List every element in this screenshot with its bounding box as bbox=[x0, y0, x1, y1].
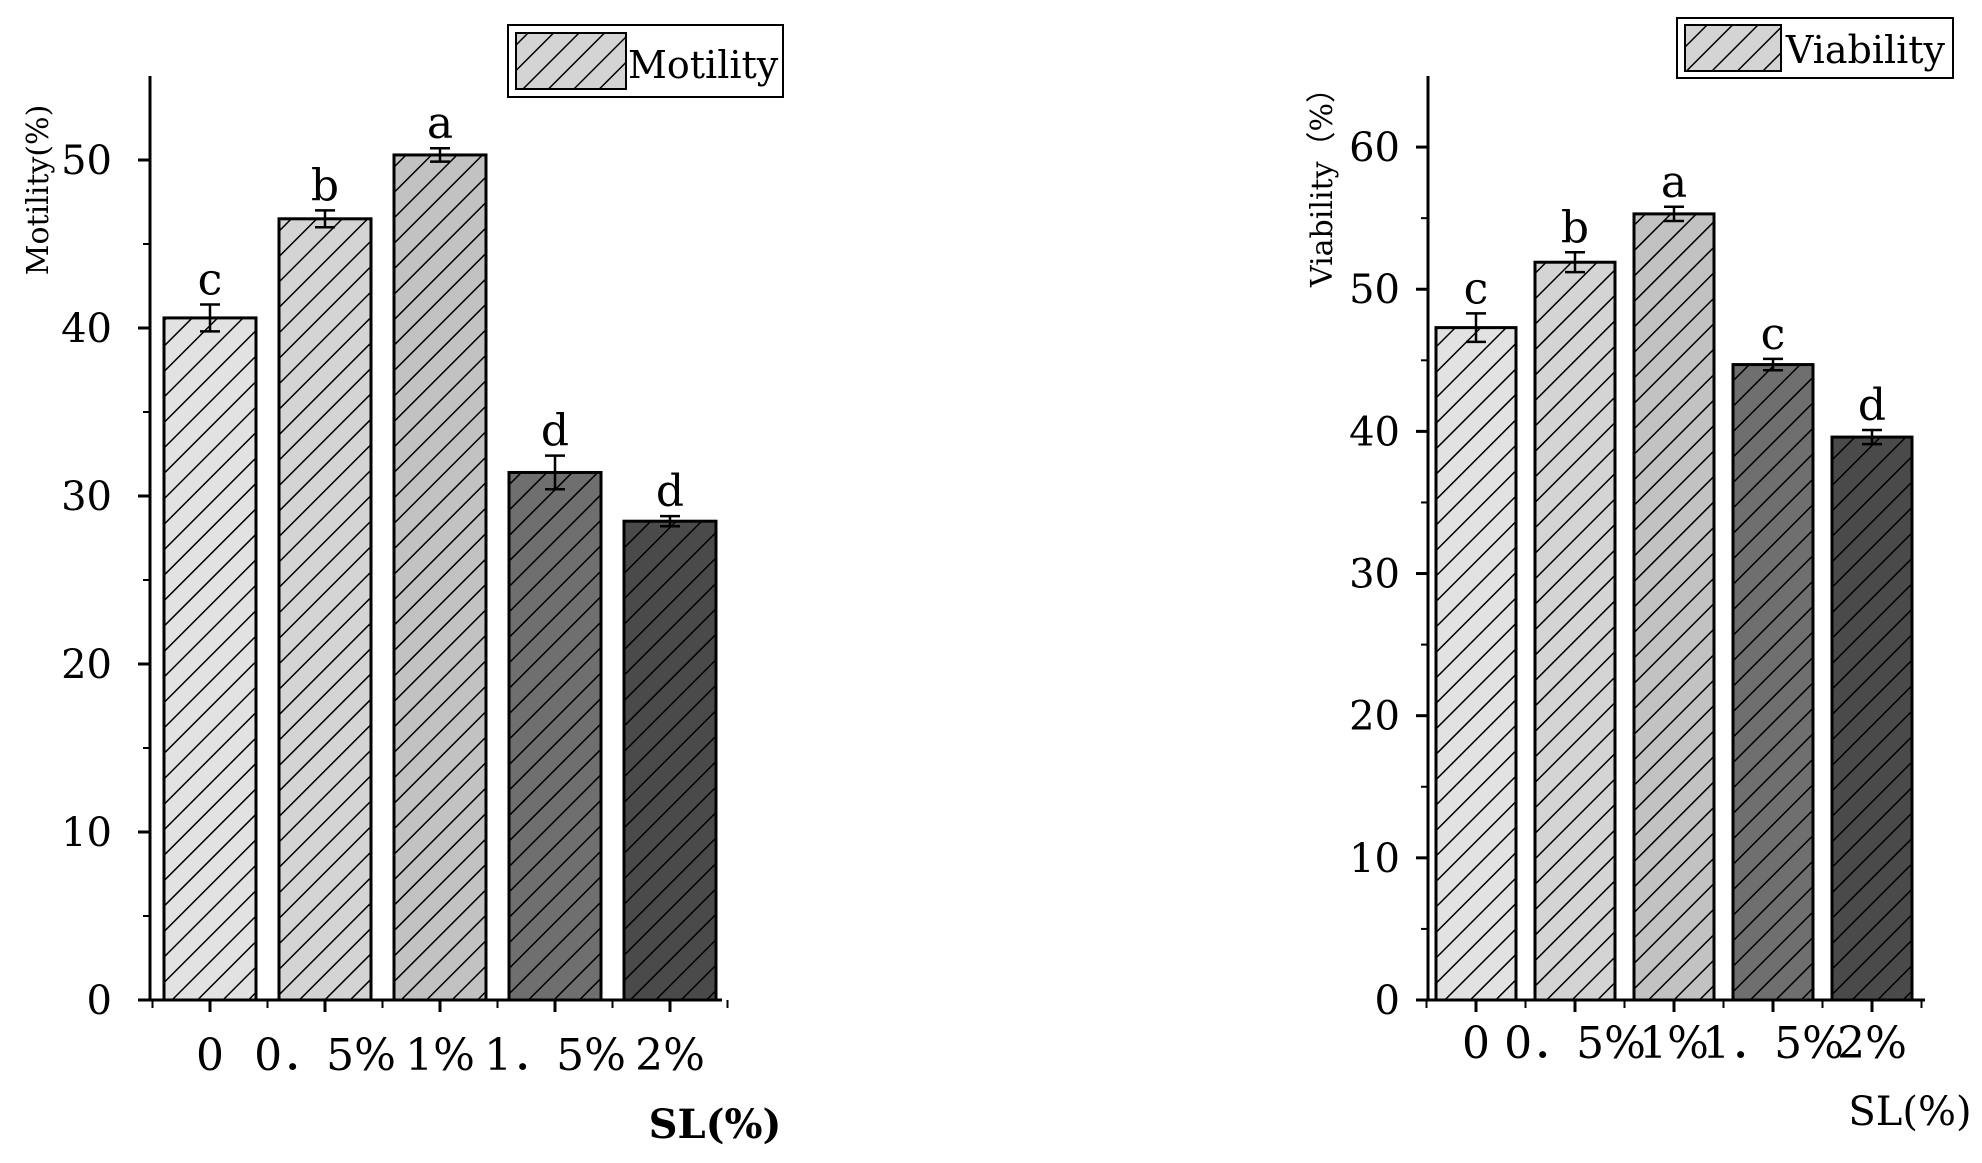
motility-y-tick-label: 30 bbox=[61, 474, 112, 520]
viability-category-label-2: 1% bbox=[1639, 1018, 1709, 1069]
motility-bar-1 bbox=[277, 217, 373, 1002]
viability-y-tick-label: 50 bbox=[1349, 267, 1400, 313]
motility-legend-label: Motility bbox=[628, 43, 779, 87]
viability-category-label-1: 0．5% bbox=[1504, 1018, 1646, 1069]
viability-y-tick-label: 40 bbox=[1349, 409, 1400, 455]
motility-significance-2: a bbox=[427, 98, 453, 149]
viability-significance-0: c bbox=[1464, 263, 1489, 314]
motility-y-axis-title: Motility(%) bbox=[21, 105, 56, 276]
motility-y-tick-label: 50 bbox=[61, 138, 112, 184]
viability-category-label-3: 1．5% bbox=[1702, 1018, 1844, 1069]
motility-y-tick-label: 40 bbox=[61, 306, 112, 352]
viability-x-axis-title: SL(%) bbox=[1848, 1089, 1971, 1135]
viability-y-axis-title: Viability（%） bbox=[1305, 73, 1340, 288]
viability-bar-0 bbox=[1434, 326, 1518, 1002]
motility-category-label-4: 2% bbox=[635, 1030, 705, 1081]
motility-bar-2 bbox=[392, 153, 488, 1002]
motility-legend-swatch-hatch bbox=[515, 32, 627, 90]
motility-significance-0: c bbox=[198, 254, 223, 305]
motility-bar-4 bbox=[622, 519, 718, 1002]
viability-bar-2 bbox=[1632, 212, 1716, 1002]
viability-y-tick-label: 20 bbox=[1349, 694, 1400, 740]
motility-x-axis-title: SL(%) bbox=[649, 1101, 782, 1148]
viability-category-label-4: 2% bbox=[1837, 1018, 1907, 1069]
viability-chart: Viability（%） SL(%) Viability 0 10 20 30 40 50… bbox=[1305, 17, 1972, 1135]
motility-category-label-2: 1% bbox=[405, 1030, 475, 1081]
motility-category-label-3: 1．5% bbox=[484, 1030, 626, 1081]
viability-y-tick-label: 10 bbox=[1349, 836, 1400, 882]
motility-bar-3 bbox=[507, 470, 603, 1002]
motility-bar-0 bbox=[162, 316, 258, 1002]
viability-bar-1 bbox=[1533, 260, 1617, 1002]
viability-y-tick-label: 60 bbox=[1349, 125, 1400, 171]
viability-significance-2: a bbox=[1661, 157, 1687, 208]
viability-y-tick-label: 30 bbox=[1349, 552, 1400, 598]
motility-y-tick-label: 0 bbox=[87, 978, 112, 1024]
viability-significance-1: b bbox=[1561, 202, 1589, 253]
motility-category-label-0: 0 bbox=[196, 1030, 224, 1081]
viability-legend-label: Viability bbox=[1785, 28, 1946, 72]
motility-y-tick-label: 20 bbox=[61, 642, 112, 688]
viability-significance-4: d bbox=[1858, 380, 1886, 431]
viability-legend-swatch-hatch bbox=[1684, 24, 1782, 72]
motility-category-label-1: 0．5% bbox=[254, 1030, 396, 1081]
motility-significance-1: b bbox=[311, 160, 339, 211]
viability-significance-3: c bbox=[1761, 309, 1786, 360]
motility-significance-3: d bbox=[541, 406, 569, 457]
viability-category-label-0: 0 bbox=[1462, 1018, 1490, 1069]
motility-legend: Motility bbox=[507, 24, 784, 98]
motility-significance-4: d bbox=[656, 466, 684, 517]
viability-y-tick-label: 0 bbox=[1375, 978, 1400, 1024]
motility-chart: Motility(%) SL(%) Motility 0 10 20 30 40 50 c 0… bbox=[21, 24, 784, 1148]
viability-legend: Viability bbox=[1676, 17, 1954, 79]
viability-bar-4 bbox=[1830, 435, 1914, 1002]
motility-y-tick-label: 10 bbox=[61, 810, 112, 856]
viability-bar-3 bbox=[1731, 363, 1815, 1002]
